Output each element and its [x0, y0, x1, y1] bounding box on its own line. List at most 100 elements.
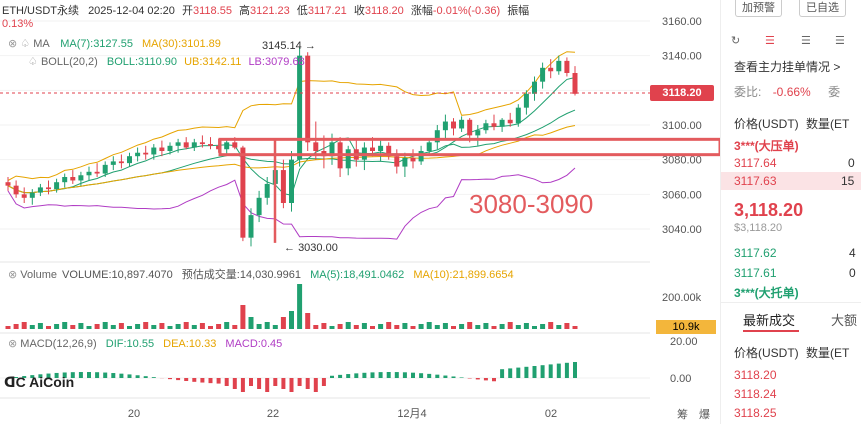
order-ratio: 委比: -0.66% 委: [734, 83, 840, 100]
macd-bar: [192, 378, 197, 382]
macd-bar: [532, 366, 537, 378]
volume-bar: [232, 325, 238, 329]
candle-body: [54, 182, 60, 190]
macd-settings-icon[interactable]: ⊗: [8, 338, 18, 350]
volume-bar: [135, 324, 141, 329]
ask-row[interactable]: 3117.64: [734, 156, 777, 170]
macd-bar: [103, 372, 108, 378]
macd-bar: [321, 378, 326, 386]
candle-body: [224, 142, 230, 150]
macd-bar: [14, 377, 19, 378]
candle-body: [515, 107, 521, 124]
view-main-orders-link[interactable]: 查看主力挂单情况 >: [734, 58, 840, 75]
volume-bar: [467, 322, 473, 329]
last-price: 3,118.20: [734, 200, 804, 220]
volume-bar: [240, 305, 246, 329]
candle-body: [46, 187, 51, 190]
macd-bar: [508, 368, 513, 378]
view-both-icon[interactable]: ☰: [765, 35, 775, 47]
macd-bar: [540, 365, 545, 378]
macd-bar: [459, 377, 464, 378]
volume-bar: [402, 323, 408, 329]
add-alert-button[interactable]: 加预警: [735, 0, 782, 17]
trade-row: 3118.24: [734, 387, 777, 401]
tab-latest-trades[interactable]: 最新成交: [743, 313, 796, 328]
bid-qty: 0: [849, 266, 856, 280]
ask-row[interactable]: 3117.63: [734, 174, 777, 188]
watchlist-button[interactable]: 已自选: [799, 0, 846, 17]
boll-bell-icon[interactable]: ♤: [28, 56, 38, 68]
volume-bar: [532, 326, 537, 329]
candle-body: [29, 192, 35, 198]
macd-bar: [54, 372, 59, 378]
macd-bar: [257, 378, 262, 389]
macd-bar: [297, 378, 302, 386]
macd-bar: [313, 378, 318, 392]
candle-body: [264, 183, 270, 198]
col-qty2: 数量(ET: [806, 346, 850, 360]
bid-row[interactable]: 3117.62: [734, 246, 777, 260]
est-volume-value: 预估成交量:14,030.9961: [181, 269, 302, 281]
volume-bar: [564, 323, 570, 329]
vol-ma10-value: MA(10):21,899.6654: [413, 269, 514, 281]
volume-bar: [548, 322, 554, 329]
tab-big-trades[interactable]: 大额: [831, 313, 858, 328]
candle-body: [135, 152, 141, 157]
volume-bar: [37, 323, 43, 329]
macd-bar: [22, 376, 27, 378]
ma-settings-icon[interactable]: ⊗: [8, 38, 18, 50]
chart-area[interactable]: 3160.003140.003120.003100.003080.003060.…: [0, 0, 720, 424]
volume-bar: [248, 317, 254, 329]
alert-bell-icon[interactable]: ♤: [20, 38, 31, 50]
bid-price: 3117.62: [734, 246, 777, 260]
volume-bar: [572, 326, 578, 329]
logo-mark-icon: ᗡC: [4, 374, 26, 390]
volume-settings-icon[interactable]: ⊗: [8, 269, 18, 281]
macd-bar: [435, 374, 440, 378]
bid-qty: 4: [849, 246, 856, 260]
aicoin-logo: ᗡC AiCoin: [4, 374, 74, 391]
candle-body: [127, 156, 132, 164]
refresh-icon[interactable]: ↻: [731, 35, 741, 47]
corner-label-burst[interactable]: 爆: [699, 409, 710, 421]
active-tab-indicator: [743, 330, 799, 332]
current-price-tag: 3118.20: [650, 85, 714, 101]
bid-row[interactable]: 3117.61: [734, 266, 777, 280]
volume-bar: [499, 324, 505, 329]
volume-bar: [127, 326, 132, 329]
candle-body: [118, 161, 124, 164]
volume-bar: [175, 324, 181, 329]
candle-body: [499, 119, 505, 127]
macd-bar: [338, 374, 343, 378]
macd-bar: [119, 373, 124, 378]
volume-bar: [151, 325, 157, 329]
view-bids-icon[interactable]: ☰: [835, 35, 845, 47]
lb-value: LB:3079.68: [248, 56, 305, 68]
candle-body: [467, 119, 473, 136]
boll-legend: ♤ BOLL(20,2) BOLL:3110.90 UB:3142.11 LB:…: [28, 55, 305, 68]
macd-bar: [135, 375, 140, 378]
macd-bar: [289, 378, 294, 392]
view-asks-icon[interactable]: ☰: [801, 35, 811, 47]
volume-bar: [13, 324, 19, 329]
candle-body: [191, 142, 197, 148]
order-book-view-icons: ↻ ☰ ☰ ☰: [729, 34, 859, 48]
volume-bar: [191, 325, 197, 329]
candle-body: [329, 142, 335, 157]
volume-bar: [353, 325, 359, 329]
time-tick-label: 22: [267, 408, 279, 420]
candle-body: [232, 142, 238, 148]
macd-bar: [184, 378, 189, 382]
candle-body: [523, 93, 529, 108]
candlestick-chart[interactable]: 3160.003140.003120.003100.003080.003060.…: [0, 0, 720, 424]
macd-label: MACD(12,26,9): [20, 338, 97, 350]
macd-bar: [127, 374, 132, 378]
volume-bar: [289, 311, 294, 329]
candle-body: [313, 142, 319, 151]
volume-bar: [434, 325, 440, 329]
corner-label-chips[interactable]: 筹: [677, 409, 688, 421]
macd-bar: [548, 364, 553, 378]
volume-bar: [378, 324, 384, 329]
volume-bar: [507, 322, 513, 329]
candle-body: [110, 161, 116, 165]
